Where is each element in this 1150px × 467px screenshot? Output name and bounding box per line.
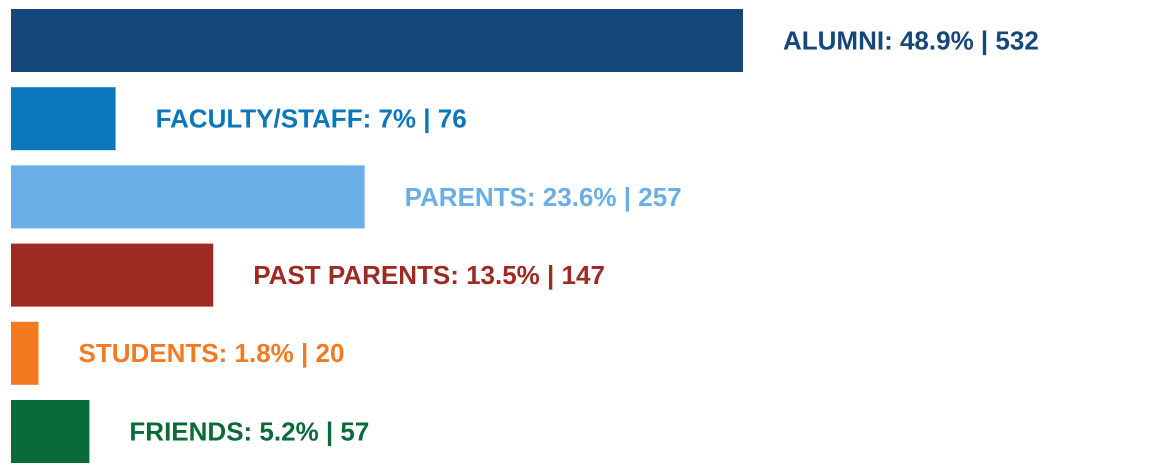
bar-label: PARENTS: 23.6% | 257	[405, 182, 682, 212]
bar	[11, 400, 90, 463]
bar-label: ALUMNI: 48.9% | 532	[783, 25, 1039, 55]
bar	[11, 9, 743, 72]
bar-label: FRIENDS: 5.2% | 57	[129, 416, 369, 446]
bar	[11, 165, 365, 229]
bar	[11, 87, 116, 151]
bar-label: PAST PARENTS: 13.5% | 147	[253, 260, 605, 290]
bar-label: FACULTY/STAFF: 7% | 76	[156, 104, 467, 134]
bar	[11, 321, 39, 385]
bar-label: STUDENTS: 1.8% | 20	[79, 338, 345, 368]
bar	[11, 243, 214, 307]
